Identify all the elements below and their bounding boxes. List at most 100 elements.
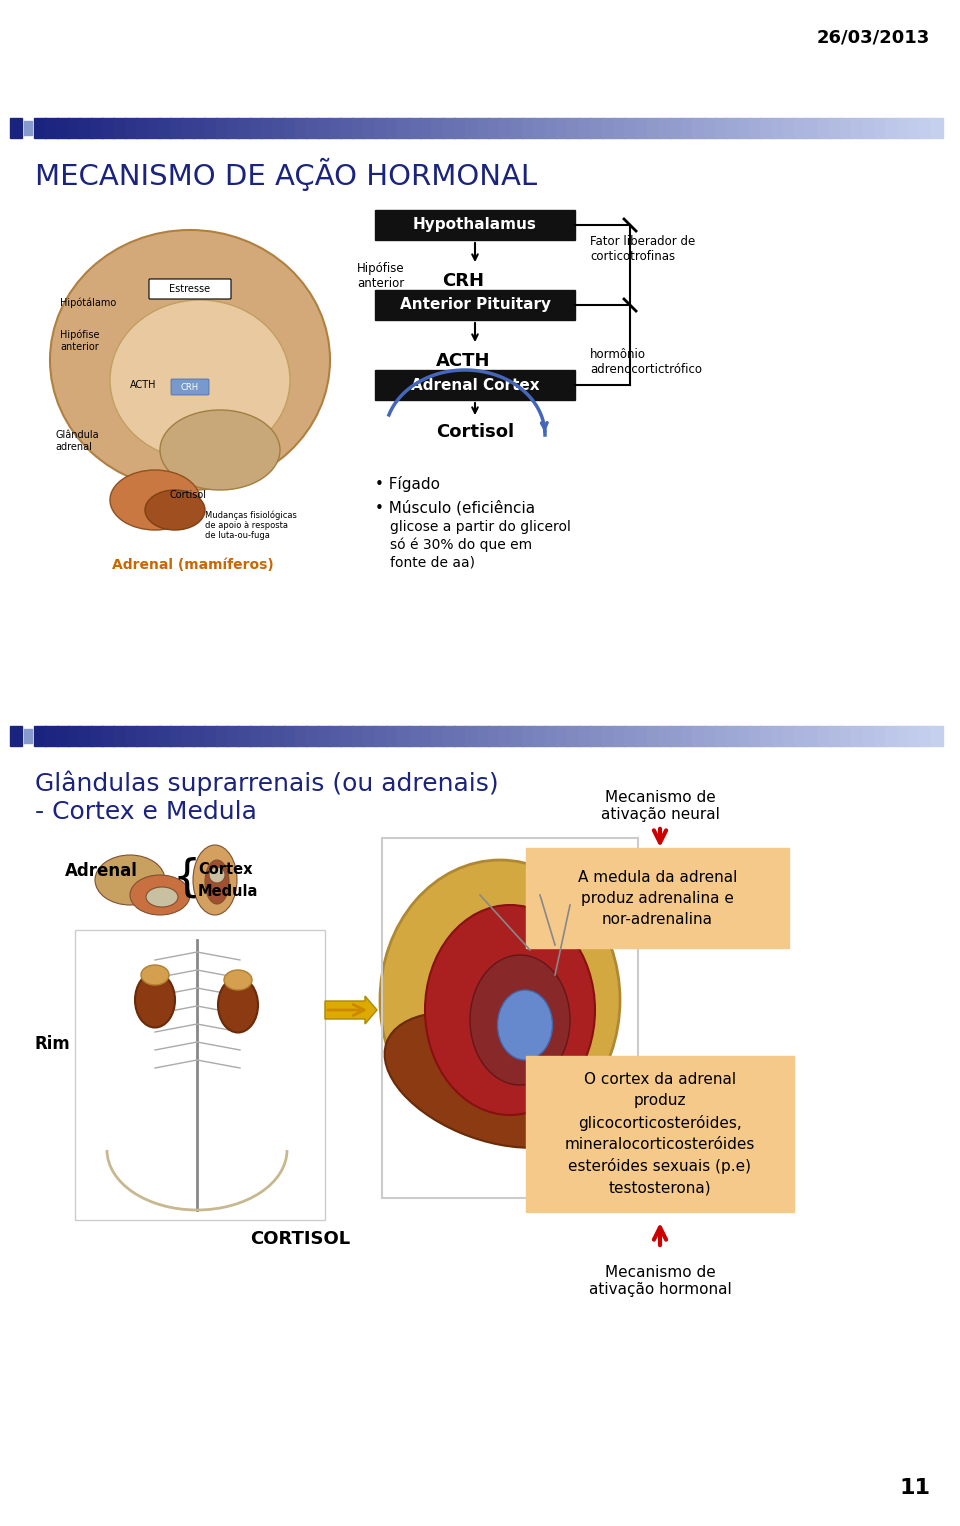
Bar: [874, 726, 886, 746]
Bar: [351, 118, 364, 137]
Text: Estresse: Estresse: [169, 284, 210, 295]
Text: MECANISMO DE AÇÃO HORMONAL: MECANISMO DE AÇÃO HORMONAL: [35, 159, 538, 191]
Bar: [374, 726, 387, 746]
Bar: [273, 726, 285, 746]
Bar: [351, 726, 364, 746]
Bar: [261, 726, 274, 746]
Bar: [363, 726, 375, 746]
Bar: [181, 726, 194, 746]
Text: só é 30% do que em: só é 30% do que em: [390, 539, 532, 552]
Bar: [862, 118, 875, 137]
Bar: [624, 118, 636, 137]
Text: CRH: CRH: [442, 272, 484, 290]
Bar: [102, 726, 114, 746]
Text: hormônio
adrenocortictrófico: hormônio adrenocortictrófico: [590, 348, 702, 375]
Bar: [692, 726, 705, 746]
Bar: [250, 726, 262, 746]
Bar: [659, 726, 671, 746]
Text: Hipótálamo: Hipótálamo: [60, 298, 116, 308]
Bar: [57, 726, 69, 746]
Text: Hipófise
anterior: Hipófise anterior: [357, 262, 405, 290]
Bar: [840, 726, 852, 746]
Ellipse shape: [425, 905, 595, 1116]
Bar: [885, 726, 898, 746]
Bar: [193, 726, 205, 746]
Bar: [567, 118, 580, 137]
Ellipse shape: [224, 971, 252, 990]
Bar: [590, 118, 603, 137]
Bar: [10, 726, 22, 746]
Bar: [295, 726, 307, 746]
Bar: [828, 118, 841, 137]
Bar: [874, 118, 886, 137]
Bar: [227, 118, 239, 137]
Bar: [250, 118, 262, 137]
Bar: [363, 118, 375, 137]
Bar: [329, 118, 342, 137]
Text: Glândula
adrenal: Glândula adrenal: [55, 430, 99, 452]
Ellipse shape: [205, 861, 229, 903]
Bar: [828, 726, 841, 746]
Bar: [136, 726, 149, 746]
Bar: [488, 118, 500, 137]
Bar: [795, 726, 806, 746]
Bar: [930, 118, 943, 137]
Bar: [193, 118, 205, 137]
FancyArrow shape: [325, 996, 377, 1024]
Bar: [158, 118, 171, 137]
Bar: [80, 726, 92, 746]
Ellipse shape: [193, 845, 237, 916]
Text: CORTISOL: CORTISOL: [250, 1230, 350, 1248]
Bar: [772, 118, 784, 137]
Ellipse shape: [380, 861, 620, 1140]
Bar: [749, 118, 761, 137]
Bar: [397, 118, 410, 137]
Bar: [602, 118, 613, 137]
Bar: [544, 726, 557, 746]
Ellipse shape: [145, 490, 205, 530]
Bar: [511, 726, 523, 746]
Bar: [68, 118, 81, 137]
Bar: [749, 726, 761, 746]
Bar: [681, 118, 693, 137]
Bar: [113, 118, 126, 137]
Bar: [158, 726, 171, 746]
Text: ACTH: ACTH: [130, 380, 156, 391]
Bar: [522, 726, 535, 746]
Bar: [885, 118, 898, 137]
Bar: [556, 726, 568, 746]
Bar: [273, 118, 285, 137]
Ellipse shape: [141, 964, 169, 984]
Bar: [862, 726, 875, 746]
Bar: [24, 121, 32, 134]
Bar: [329, 726, 342, 746]
Bar: [737, 118, 750, 137]
Bar: [534, 726, 545, 746]
Bar: [920, 118, 931, 137]
Bar: [238, 118, 251, 137]
Bar: [704, 726, 716, 746]
Ellipse shape: [385, 1012, 595, 1148]
Ellipse shape: [160, 410, 280, 490]
Ellipse shape: [95, 855, 165, 905]
Bar: [284, 118, 296, 137]
Bar: [45, 726, 58, 746]
Text: fonte de aa): fonte de aa): [390, 555, 475, 571]
Text: Cortisol: Cortisol: [436, 423, 514, 441]
Bar: [34, 726, 46, 746]
Bar: [704, 118, 716, 137]
Bar: [227, 726, 239, 746]
Bar: [783, 118, 796, 137]
Bar: [91, 726, 103, 746]
Bar: [397, 726, 410, 746]
Bar: [113, 726, 126, 746]
Bar: [409, 118, 420, 137]
Bar: [148, 726, 160, 746]
Bar: [466, 726, 478, 746]
Text: glicose a partir do glicerol: glicose a partir do glicerol: [390, 520, 571, 534]
Bar: [670, 726, 682, 746]
Bar: [181, 118, 194, 137]
Bar: [216, 726, 228, 746]
Bar: [80, 118, 92, 137]
Bar: [590, 726, 603, 746]
